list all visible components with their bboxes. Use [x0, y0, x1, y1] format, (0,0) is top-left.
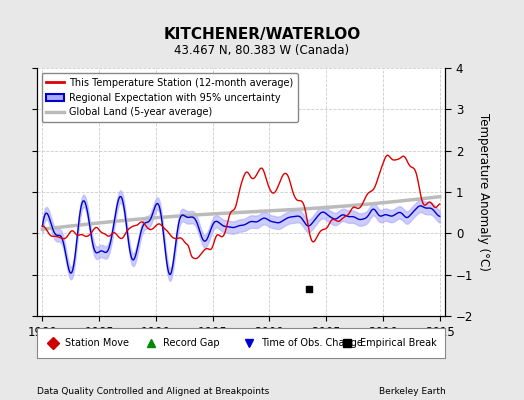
Legend: This Temperature Station (12-month average), Regional Expectation with 95% uncer: This Temperature Station (12-month avera… [41, 73, 298, 122]
Y-axis label: Temperature Anomaly (°C): Temperature Anomaly (°C) [477, 113, 490, 271]
Text: Empirical Break: Empirical Break [359, 338, 436, 348]
Text: KITCHENER/WATERLOO: KITCHENER/WATERLOO [163, 27, 361, 42]
Text: 43.467 N, 80.383 W (Canada): 43.467 N, 80.383 W (Canada) [174, 44, 350, 57]
Text: Time of Obs. Change: Time of Obs. Change [261, 338, 363, 348]
Text: Data Quality Controlled and Aligned at Breakpoints: Data Quality Controlled and Aligned at B… [37, 387, 269, 396]
Text: Station Move: Station Move [66, 338, 129, 348]
Text: Berkeley Earth: Berkeley Earth [379, 387, 445, 396]
Text: Record Gap: Record Gap [163, 338, 220, 348]
